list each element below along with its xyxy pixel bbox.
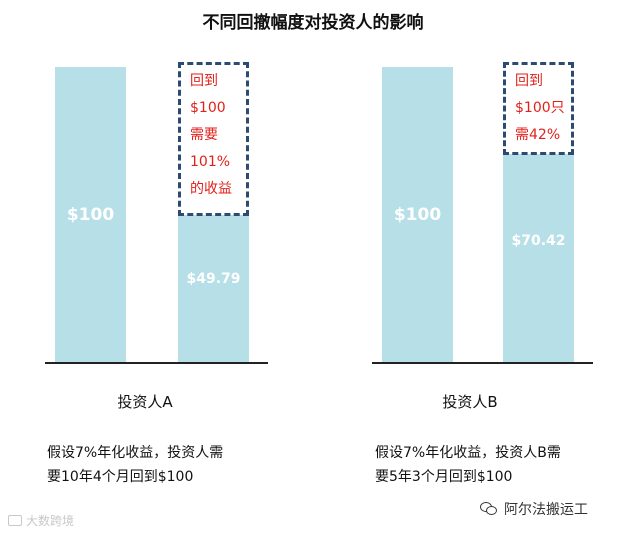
annotation-a-line: 需要 — [190, 127, 218, 143]
watermark-right-text: 阿尔法搬运工 — [504, 502, 588, 518]
bar-b-initial: $100 — [382, 67, 453, 362]
panel-investor-b: $100 $70.42 回到 $100只 需42% 投资人B 假设7%年化收益，… — [325, 0, 605, 535]
recovery-box-a: 回到 $100 需要 101% 的收益 — [178, 62, 249, 217]
baseline-b — [372, 362, 593, 364]
annotation-a-line: 回到 — [190, 73, 218, 89]
annotation-b-line: $100只 — [515, 100, 565, 116]
caption-b-line: 假设7%年化收益，投资人B需 — [375, 445, 561, 461]
annotation-a: 回到 $100 需要 101% 的收益 — [190, 68, 232, 203]
annotation-b: 回到 $100只 需42% — [515, 68, 565, 149]
caption-a-line: 要10年4个月回到$100 — [47, 469, 194, 485]
investor-a-label: 投资人A — [117, 393, 173, 411]
camera-icon — [8, 515, 22, 526]
wechat-icon — [480, 502, 498, 516]
bar-b-initial-label: $100 — [393, 204, 442, 225]
investor-b-label: 投资人B — [442, 393, 498, 411]
caption-b: 假设7%年化收益，投资人B需 要5年3个月回到$100 — [375, 441, 561, 489]
caption-a-line: 假设7%年化收益，投资人需 — [47, 445, 224, 461]
annotation-b-line: 回到 — [515, 73, 543, 89]
panel-investor-a: $100 $49.79 回到 $100 需要 101% 的收益 投资人A 假设7… — [0, 0, 280, 535]
recovery-box-b: 回到 $100只 需42% — [503, 62, 574, 156]
annotation-a-line: 的收益 — [190, 181, 232, 197]
annotation-a-line: $100 — [190, 100, 226, 116]
watermark-right: 阿尔法搬运工 — [480, 499, 588, 519]
watermark-left-text: 大数跨境 — [26, 514, 75, 528]
baseline-a — [45, 362, 268, 364]
bar-b-after: $70.42 — [503, 154, 574, 362]
caption-b-line: 要5年3个月回到$100 — [375, 469, 513, 485]
bar-a-after: $49.79 — [178, 215, 249, 362]
bar-a-initial-label: $100 — [66, 204, 115, 225]
bar-a-initial: $100 — [55, 67, 126, 362]
watermark-left: 大数跨境 — [8, 512, 74, 529]
caption-a: 假设7%年化收益，投资人需 要10年4个月回到$100 — [47, 441, 223, 489]
bar-b-after-label: $70.42 — [511, 233, 566, 250]
annotation-b-line: 需42% — [515, 127, 561, 143]
chart-title: 不同回撤幅度对投资人的影响 — [202, 13, 424, 33]
annotation-a-line: 101% — [190, 154, 231, 170]
bar-a-after-label: $49.79 — [186, 270, 241, 287]
